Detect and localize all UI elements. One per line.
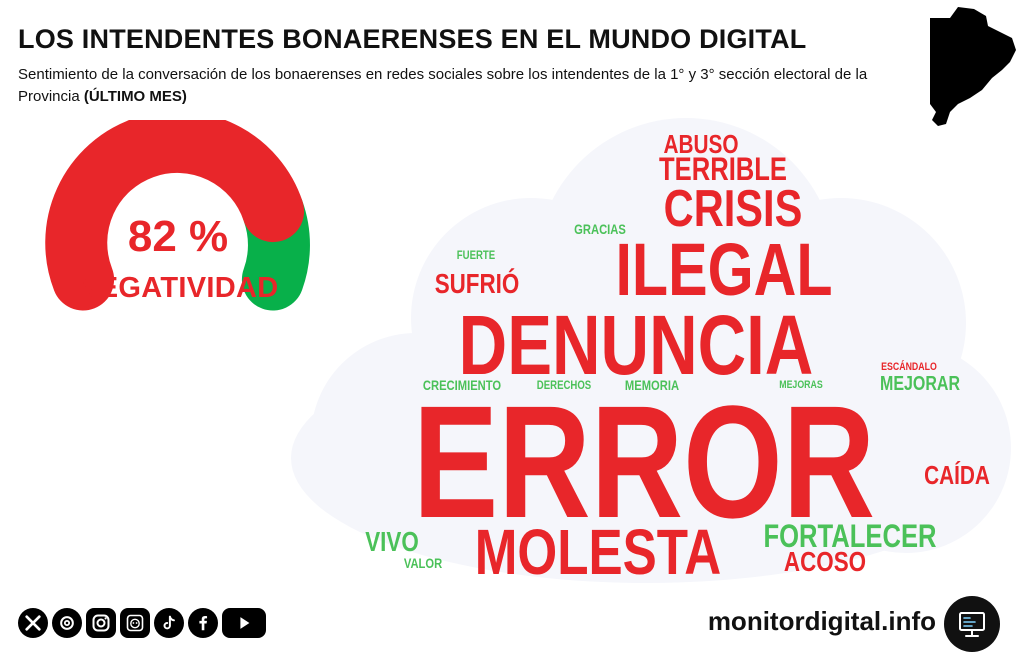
page-subtitle: Sentimiento de la conversación de los bo… <box>18 64 898 108</box>
page-title: LOS INTENDENTES BONAERENSES EN EL MUNDO … <box>18 24 807 54</box>
gauge-value: 82 % <box>127 212 229 261</box>
instagram-icon[interactable] <box>86 608 116 638</box>
gauge-negative-arc <box>45 120 305 311</box>
word-mejorar: MEJORAR <box>879 373 961 395</box>
subtitle-text: Sentimiento de la conversación de los bo… <box>18 66 868 105</box>
word-cloud-background <box>291 118 1011 583</box>
word-escandalo: ESCÁNDALO <box>881 361 937 373</box>
word-abuso: ABUSO <box>663 129 739 159</box>
word-error: ERROR <box>412 372 876 551</box>
word-crecimiento: CRECIMIENTO <box>422 377 502 393</box>
word-mejoras: MEJORAS <box>779 379 823 391</box>
youtube-icon[interactable] <box>222 608 266 638</box>
site-url[interactable]: monitordigital.info <box>707 606 936 636</box>
social-links <box>18 608 266 638</box>
word-acoso: ACOSO <box>783 546 867 577</box>
word-ilegal: ILEGAL <box>615 228 833 311</box>
word-caida: CAÍDA <box>924 460 990 490</box>
word-valor: VALOR <box>403 555 443 571</box>
word-denuncia: DENUNCIA <box>458 298 814 392</box>
subtitle-period: (ÚLTIMO MES) <box>83 88 187 105</box>
telegram-icon[interactable] <box>120 608 150 638</box>
word-molesta: MOLESTA <box>474 516 722 588</box>
word-fuerte: FUERTE <box>456 248 496 262</box>
facebook-icon[interactable] <box>188 608 218 638</box>
tiktok-icon[interactable] <box>154 608 184 638</box>
buenos-aires-province-map-icon <box>930 7 1016 126</box>
monitor-icon[interactable] <box>944 596 1000 652</box>
word-derechos: DERECHOS <box>536 378 592 392</box>
word-crisis: CRISIS <box>663 180 803 238</box>
word-vivo: VIVO <box>365 526 419 557</box>
negativity-gauge <box>45 120 310 311</box>
word-memoria: MEMORIA <box>624 377 680 393</box>
threads-icon[interactable] <box>52 608 82 638</box>
word-fortalecer: FORTALECER <box>763 518 937 554</box>
word-sufrio: SUFRIÓ <box>434 268 520 299</box>
x-icon[interactable] <box>18 608 48 638</box>
word-terrible: TERRIBLE <box>659 151 787 187</box>
word-gracias: GRACIAS <box>574 221 626 237</box>
gauge-label: NEGATIVIDAD <box>77 272 279 304</box>
